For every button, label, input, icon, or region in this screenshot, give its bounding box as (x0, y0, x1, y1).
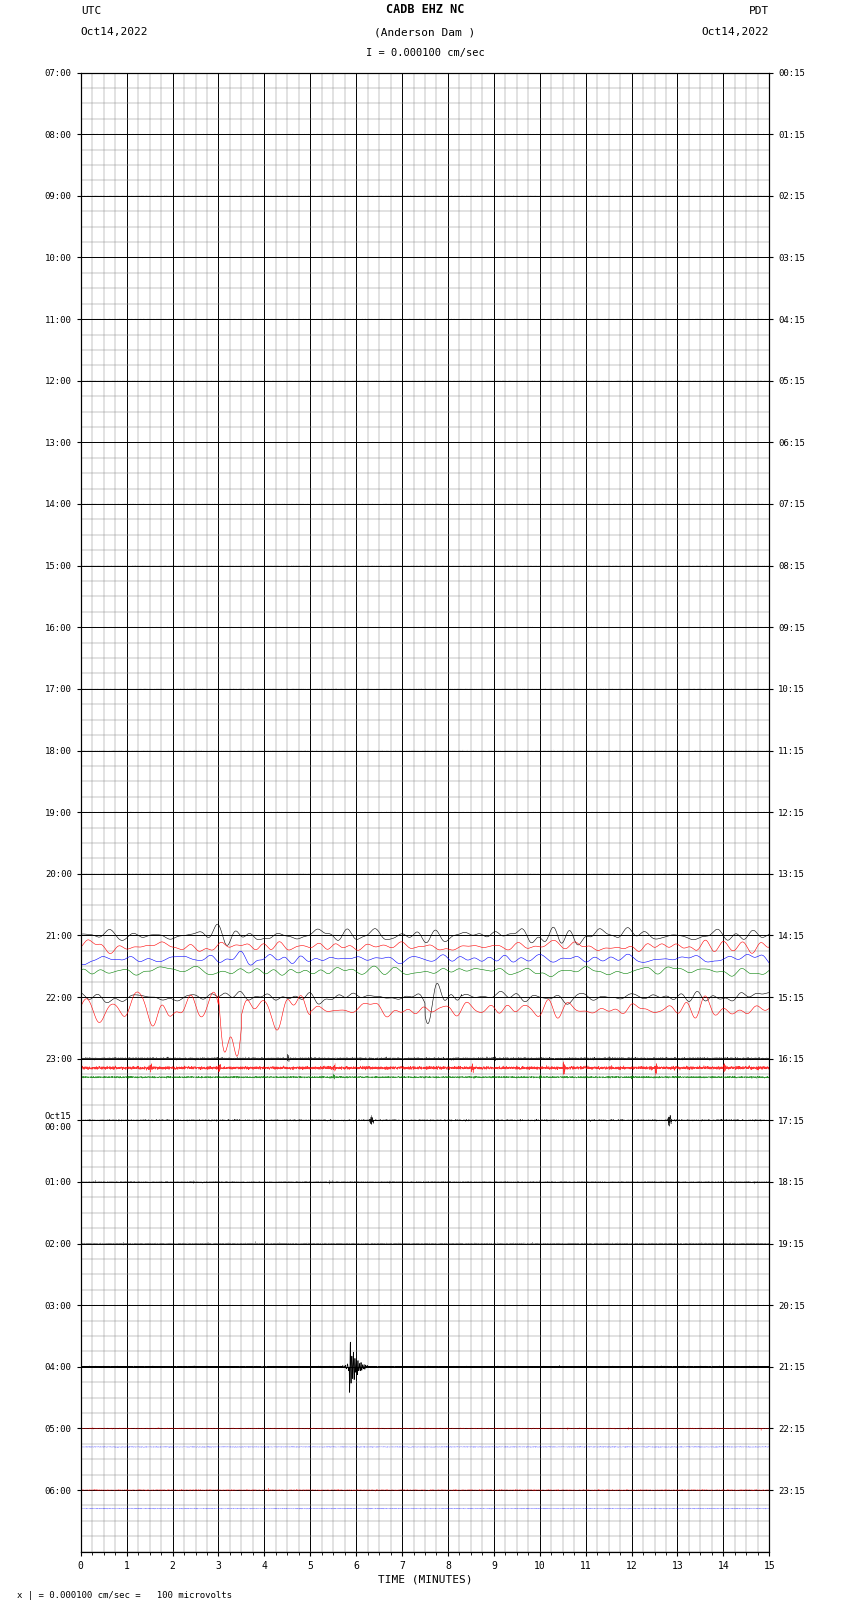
Text: PDT: PDT (749, 6, 769, 16)
Text: CADB EHZ NC: CADB EHZ NC (386, 3, 464, 16)
Text: Oct14,2022: Oct14,2022 (81, 27, 148, 37)
Text: x | = 0.000100 cm/sec =   100 microvolts: x | = 0.000100 cm/sec = 100 microvolts (17, 1590, 232, 1600)
X-axis label: TIME (MINUTES): TIME (MINUTES) (377, 1574, 473, 1586)
Text: I = 0.000100 cm/sec: I = 0.000100 cm/sec (366, 48, 484, 58)
Text: Oct14,2022: Oct14,2022 (702, 27, 769, 37)
Text: (Anderson Dam ): (Anderson Dam ) (374, 27, 476, 37)
Text: UTC: UTC (81, 6, 101, 16)
